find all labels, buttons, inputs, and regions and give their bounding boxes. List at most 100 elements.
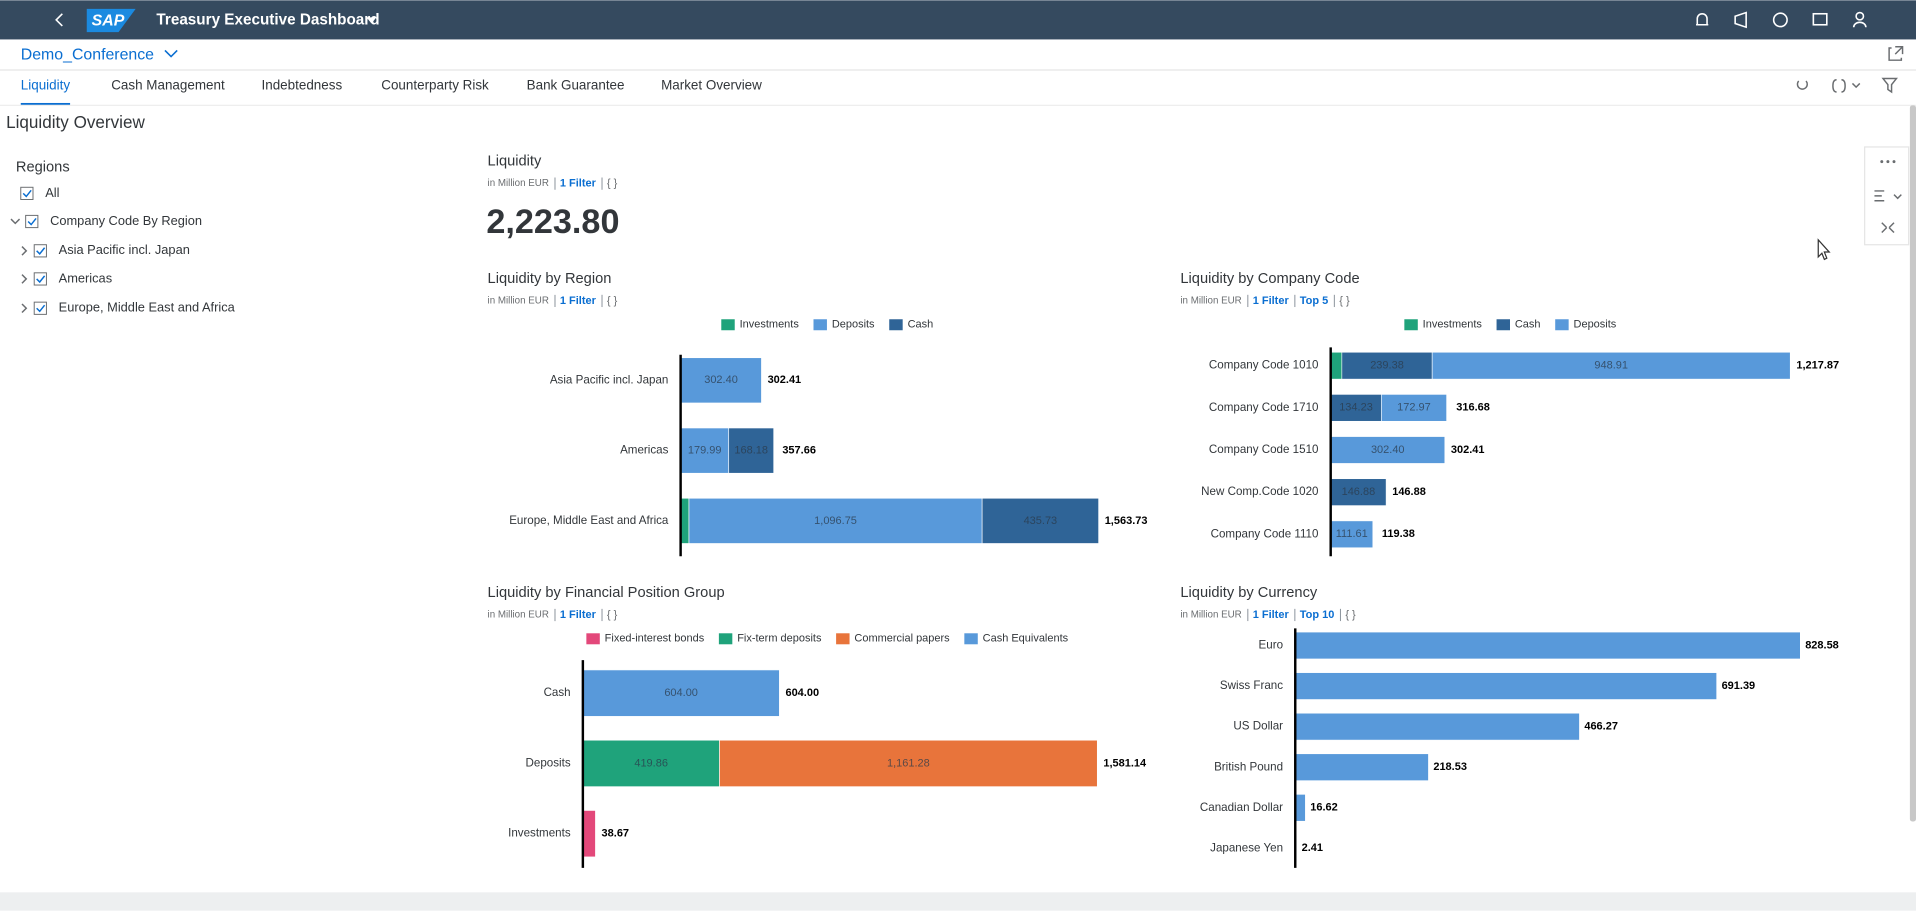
category-label: Euro: [1259, 639, 1284, 652]
bar-segment: [1294, 672, 1717, 700]
legend: Investments Cash Deposits: [1404, 319, 1617, 331]
checkbox[interactable]: [20, 186, 34, 200]
tab[interactable]: Indebtedness: [261, 77, 342, 92]
variables-icon[interactable]: [1832, 79, 1861, 93]
cursor: [1817, 238, 1831, 261]
legend-swatch: [718, 633, 733, 645]
checkbox[interactable]: [25, 214, 39, 229]
total-label: 1,563.73: [1105, 515, 1148, 527]
expand-icon[interactable]: [21, 303, 28, 314]
value-label: 466.27: [1584, 721, 1618, 733]
feedback-icon[interactable]: [1812, 12, 1828, 26]
tab[interactable]: Cash Management: [111, 77, 225, 92]
filter-item[interactable]: Asia Pacific incl. Japan: [59, 242, 190, 257]
app-title[interactable]: Treasury Executive Dashboard: [156, 12, 379, 29]
total-label: 119.38: [1382, 528, 1415, 540]
segment-label: 134.23: [1339, 402, 1373, 414]
announce-icon[interactable]: [1734, 11, 1747, 29]
check-mark: [27, 217, 37, 226]
variables-link[interactable]: { }: [607, 295, 618, 307]
legend-label: Deposits: [1574, 319, 1617, 331]
filter-link[interactable]: 1 Filter: [560, 295, 597, 307]
variables-link[interactable]: { }: [1339, 295, 1350, 307]
check-mark: [22, 189, 32, 198]
bar-segment: [688, 497, 983, 544]
segment-label: 302.40: [1371, 444, 1405, 456]
variables-link[interactable]: { }: [607, 178, 618, 190]
refresh-icon[interactable]: [1796, 80, 1808, 90]
legend: Investments Deposits Cash: [721, 319, 933, 331]
total-label: 146.88: [1392, 486, 1426, 498]
expand-icon[interactable]: [21, 274, 28, 284]
chart-title: Liquidity by Company Code: [1180, 271, 1359, 287]
tab[interactable]: Market Overview: [661, 77, 762, 92]
segment-label: 239.38: [1370, 360, 1404, 372]
total-label: 302.41: [1451, 444, 1485, 456]
legend-swatch: [721, 319, 735, 331]
scrollbar[interactable]: [1909, 105, 1916, 822]
bar-segment: [582, 669, 780, 717]
category-label: Swiss Franc: [1220, 679, 1283, 692]
legend-swatch: [586, 633, 600, 645]
legend-label: Investments: [1423, 319, 1483, 331]
category-label: New Comp.Code 1020: [1201, 485, 1318, 498]
bar-segment: [1341, 351, 1433, 380]
bar-segment: [1330, 436, 1446, 464]
tab[interactable]: Liquidity: [21, 77, 71, 92]
page-title: Liquidity Overview: [6, 113, 145, 132]
legend-label: Cash Equivalents: [983, 633, 1069, 645]
bar-segment: [719, 739, 1098, 787]
story-name[interactable]: Demo_Conference: [21, 47, 154, 64]
variables-link[interactable]: { }: [1345, 609, 1356, 621]
value-label: 16.62: [1310, 802, 1338, 814]
bar-segment: [981, 497, 1099, 544]
segment-label: 419.86: [634, 757, 668, 769]
tab-underline: [20, 102, 71, 106]
filter-item[interactable]: Europe, Middle East and Africa: [59, 300, 236, 315]
title-caret[interactable]: [366, 17, 377, 24]
tab[interactable]: Bank Guarantee: [527, 77, 625, 92]
expand-icon[interactable]: [10, 218, 21, 225]
filter-link[interactable]: 1 Filter: [560, 178, 597, 190]
bar-segment: [1381, 394, 1447, 422]
chart: Liquidity by Region in Million EUR 1 Filte…: [488, 271, 1148, 557]
chart-title: Liquidity by Region: [488, 271, 612, 287]
expand-icon[interactable]: [21, 246, 28, 256]
check-mark: [36, 304, 46, 313]
bar-segment: [728, 427, 774, 474]
sort-icon[interactable]: [1874, 190, 1902, 202]
filter-item[interactable]: Company Code By Region: [50, 213, 202, 228]
checkbox[interactable]: [33, 244, 47, 258]
back-button[interactable]: [55, 13, 63, 27]
bar-segment: [1330, 351, 1343, 380]
more-icon[interactable]: [1880, 160, 1896, 164]
variables-link[interactable]: { }: [607, 609, 618, 621]
category-label: Company Code 1110: [1211, 527, 1319, 540]
value-label: 2.41: [1302, 842, 1323, 854]
tab[interactable]: Counterparty Risk: [381, 77, 489, 92]
help-icon[interactable]: [1772, 12, 1788, 28]
filter-icon[interactable]: [1881, 77, 1898, 94]
filter-panel: Regions All Company Code By Region Asia Pac…: [10, 160, 236, 315]
bar-segment: [1330, 478, 1387, 506]
filter-link[interactable]: 1 Filter: [1253, 609, 1290, 621]
filter-link[interactable]: 1 Filter: [1253, 295, 1290, 307]
filter-link[interactable]: Top 5: [1300, 295, 1328, 307]
story-chevron[interactable]: [164, 49, 178, 58]
share-icon[interactable]: [1888, 46, 1904, 61]
chart-title: Liquidity by Currency: [1180, 585, 1318, 601]
filter-link[interactable]: 1 Filter: [560, 609, 597, 621]
checkbox[interactable]: [33, 301, 47, 315]
legend-swatch: [836, 633, 850, 645]
filter-item[interactable]: All: [45, 185, 59, 200]
user-icon[interactable]: [1855, 11, 1865, 21]
segment-label: 435.73: [1024, 515, 1058, 527]
filter-item[interactable]: Americas: [59, 270, 112, 285]
legend-swatch: [889, 319, 903, 331]
checkbox[interactable]: [33, 272, 47, 286]
notifications-icon[interactable]: [1696, 13, 1709, 26]
fullscreen-icon[interactable]: [1881, 222, 1895, 234]
category-label: Investments: [508, 827, 571, 840]
filter-link[interactable]: Top 10: [1300, 609, 1335, 621]
